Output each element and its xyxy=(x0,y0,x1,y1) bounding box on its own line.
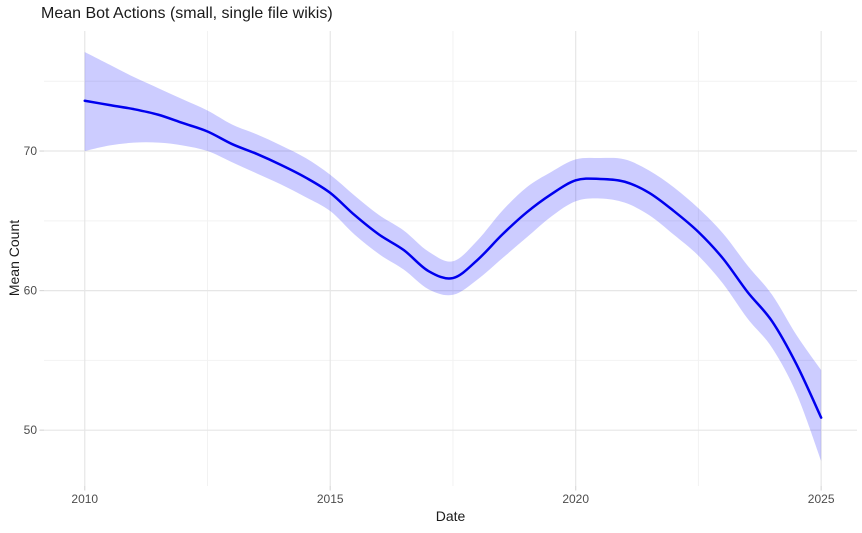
chart-title: Mean Bot Actions (small, single file wik… xyxy=(41,5,333,22)
trend-line xyxy=(83,99,823,419)
y-tick-label: 60 xyxy=(24,284,38,298)
x-tick-label: 2015 xyxy=(317,492,344,506)
y-tick-label: 50 xyxy=(24,423,38,437)
y-tick-label: 70 xyxy=(24,144,38,158)
confidence-band xyxy=(84,51,822,461)
x-tick-label: 2025 xyxy=(808,492,835,506)
x-tick-label: 2020 xyxy=(562,492,589,506)
x-tick-label: 2010 xyxy=(71,492,98,506)
x-axis-title: Date xyxy=(435,508,466,524)
